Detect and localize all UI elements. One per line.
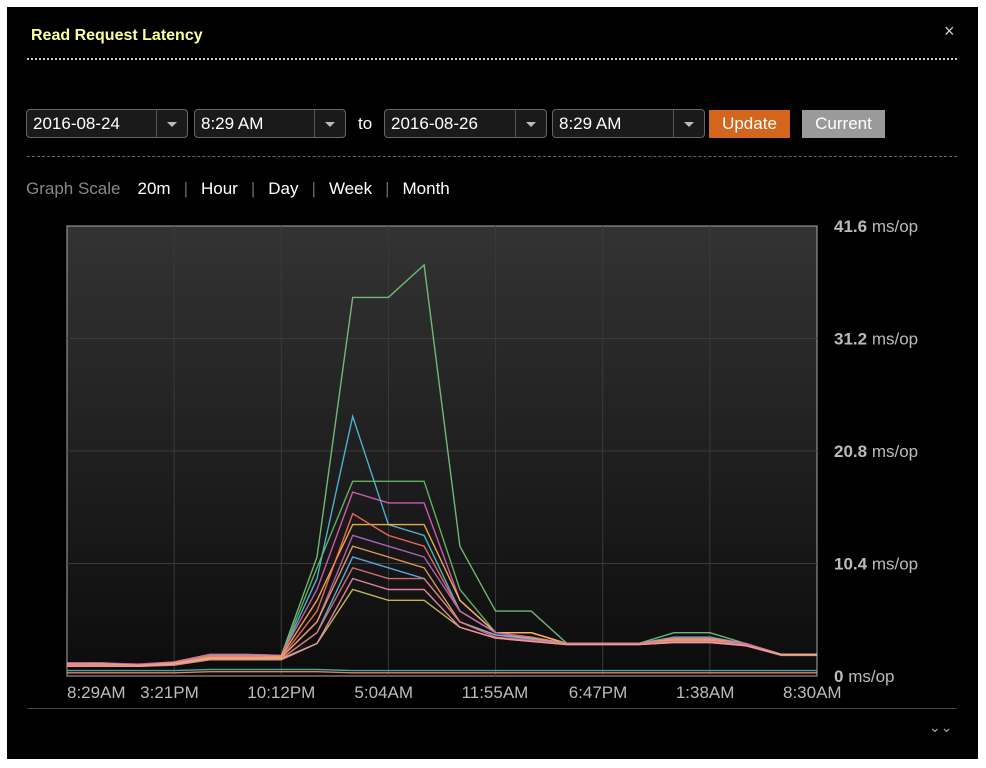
dialog-title: Read Request Latency	[31, 27, 203, 44]
scale-option-hour[interactable]: Hour	[201, 179, 238, 198]
series-line-13	[67, 671, 817, 674]
start-time-value: 8:29 AM	[201, 114, 264, 133]
title-divider	[27, 58, 957, 60]
series-layer	[66, 263, 817, 674]
update-button[interactable]: Update	[709, 110, 790, 138]
chevron-down-icon[interactable]	[314, 110, 345, 137]
x-tick-label: 5:04AM	[354, 683, 413, 702]
x-axis-labels: 8:29AM 3:21PM 10:12PM 5:04AM 11:55AM 6:47PM 1:…	[67, 683, 842, 702]
scale-option-20m[interactable]: 20m	[137, 179, 171, 198]
chevron-down-icon[interactable]	[156, 110, 187, 137]
x-tick-label: 8:29AM	[67, 683, 126, 702]
y-tick-label: 10.4 ms/op	[834, 555, 918, 574]
end-time-select[interactable]: 8:29 AM	[552, 109, 705, 138]
double-chevron-down-icon[interactable]: ⌄⌄	[929, 719, 953, 735]
scale-option-month[interactable]: Month	[402, 179, 450, 198]
controls-divider	[27, 156, 957, 157]
chevron-down-icon[interactable]	[673, 110, 704, 137]
x-tick-label: 8:30AM	[783, 683, 842, 702]
latency-chart: 41.6 ms/op 31.2 ms/op 20.8 ms/op 10.4 ms/op…	[66, 217, 918, 702]
start-date-value: 2016-08-24	[33, 114, 120, 133]
end-date-value: 2016-08-26	[391, 114, 478, 133]
close-icon[interactable]: ×	[944, 21, 955, 41]
series-line-11	[67, 577, 817, 667]
graph-scale-bar: Graph Scale 20m | Hour | Day | Week | Mo…	[26, 179, 450, 198]
x-tick-label: 6:47PM	[569, 683, 628, 702]
series-line-7	[66, 545, 817, 666]
series-line-3	[67, 491, 817, 665]
y-tick-label: 31.2 ms/op	[834, 330, 918, 349]
start-date-select[interactable]: 2016-08-24	[26, 109, 188, 138]
x-tick-label: 11:55AM	[462, 683, 529, 702]
y-tick-label: 20.8 ms/op	[834, 442, 918, 461]
grid-lines	[67, 226, 817, 676]
end-time-value: 8:29 AM	[559, 114, 622, 133]
x-tick-label: 10:12PM	[247, 683, 315, 702]
y-tick-label: 41.6 ms/op	[834, 217, 918, 236]
to-label: to	[358, 114, 373, 133]
x-tick-label: 1:38AM	[676, 683, 735, 702]
end-date-select[interactable]: 2016-08-26	[384, 109, 547, 138]
current-button[interactable]: Current	[802, 110, 885, 138]
start-time-select[interactable]: 8:29 AM	[194, 109, 346, 138]
series-line-12	[67, 668, 817, 672]
scale-option-week[interactable]: Week	[328, 179, 373, 198]
footer-divider	[27, 708, 957, 709]
scale-option-day[interactable]: Day	[268, 179, 299, 198]
latency-dialog: Read Request Latency × 2016-08-24 8:29 A…	[7, 7, 978, 759]
y-tick-label: 0 ms/op	[834, 667, 895, 686]
graph-scale-label: Graph Scale	[26, 179, 121, 198]
chevron-down-icon[interactable]	[515, 110, 546, 137]
x-tick-label: 3:21PM	[140, 683, 199, 702]
y-axis-labels: 41.6 ms/op 31.2 ms/op 20.8 ms/op 10.4 ms/op…	[834, 217, 918, 686]
